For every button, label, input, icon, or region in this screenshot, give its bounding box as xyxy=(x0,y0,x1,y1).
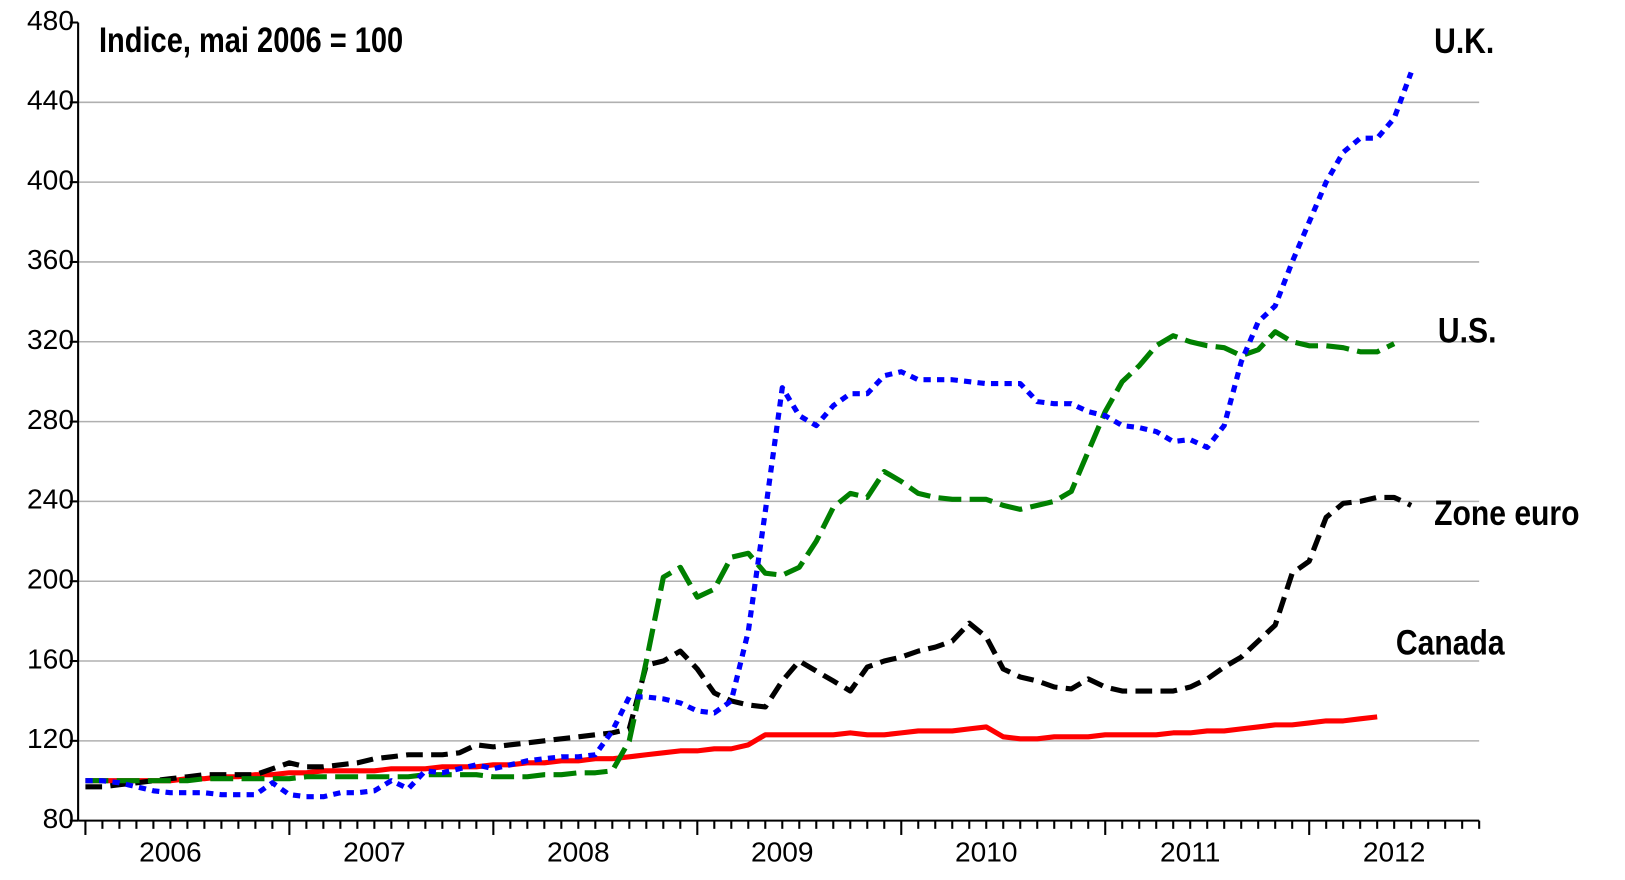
series-line xyxy=(85,714,1378,784)
x-tick-label: 2009 xyxy=(751,837,814,868)
chart-subtitle: Indice, mai 2006 = 100 xyxy=(99,21,403,60)
series-line xyxy=(85,71,1414,800)
series-label: U.S. xyxy=(1438,312,1497,350)
y-tick-label: 320 xyxy=(27,324,74,355)
x-tick-label: 2012 xyxy=(1363,837,1426,868)
y-tick-label: 280 xyxy=(27,404,74,435)
y-tick-label: 160 xyxy=(27,644,74,675)
y-tick-label: 240 xyxy=(27,484,74,515)
y-tick-label: 120 xyxy=(27,723,74,754)
x-tick-label: 2006 xyxy=(139,837,202,868)
y-tick-label: 440 xyxy=(27,85,74,116)
y-tick-label: 400 xyxy=(27,165,74,196)
series-line xyxy=(85,329,1396,784)
series-line xyxy=(85,494,1413,790)
series-label: Zone euro xyxy=(1434,494,1579,532)
series-label: U.K. xyxy=(1434,22,1494,60)
y-tick-label: 360 xyxy=(27,244,74,275)
x-tick-label: 2008 xyxy=(547,837,610,868)
x-tick-label: 2011 xyxy=(1160,837,1220,868)
y-tick-label: 480 xyxy=(27,5,74,36)
x-tick-label: 2007 xyxy=(343,837,406,868)
y-tick-label: 80 xyxy=(43,803,74,834)
series-label: Canada xyxy=(1396,623,1506,661)
y-tick-label: 200 xyxy=(27,564,74,595)
x-tick-label: 2010 xyxy=(955,837,1018,868)
